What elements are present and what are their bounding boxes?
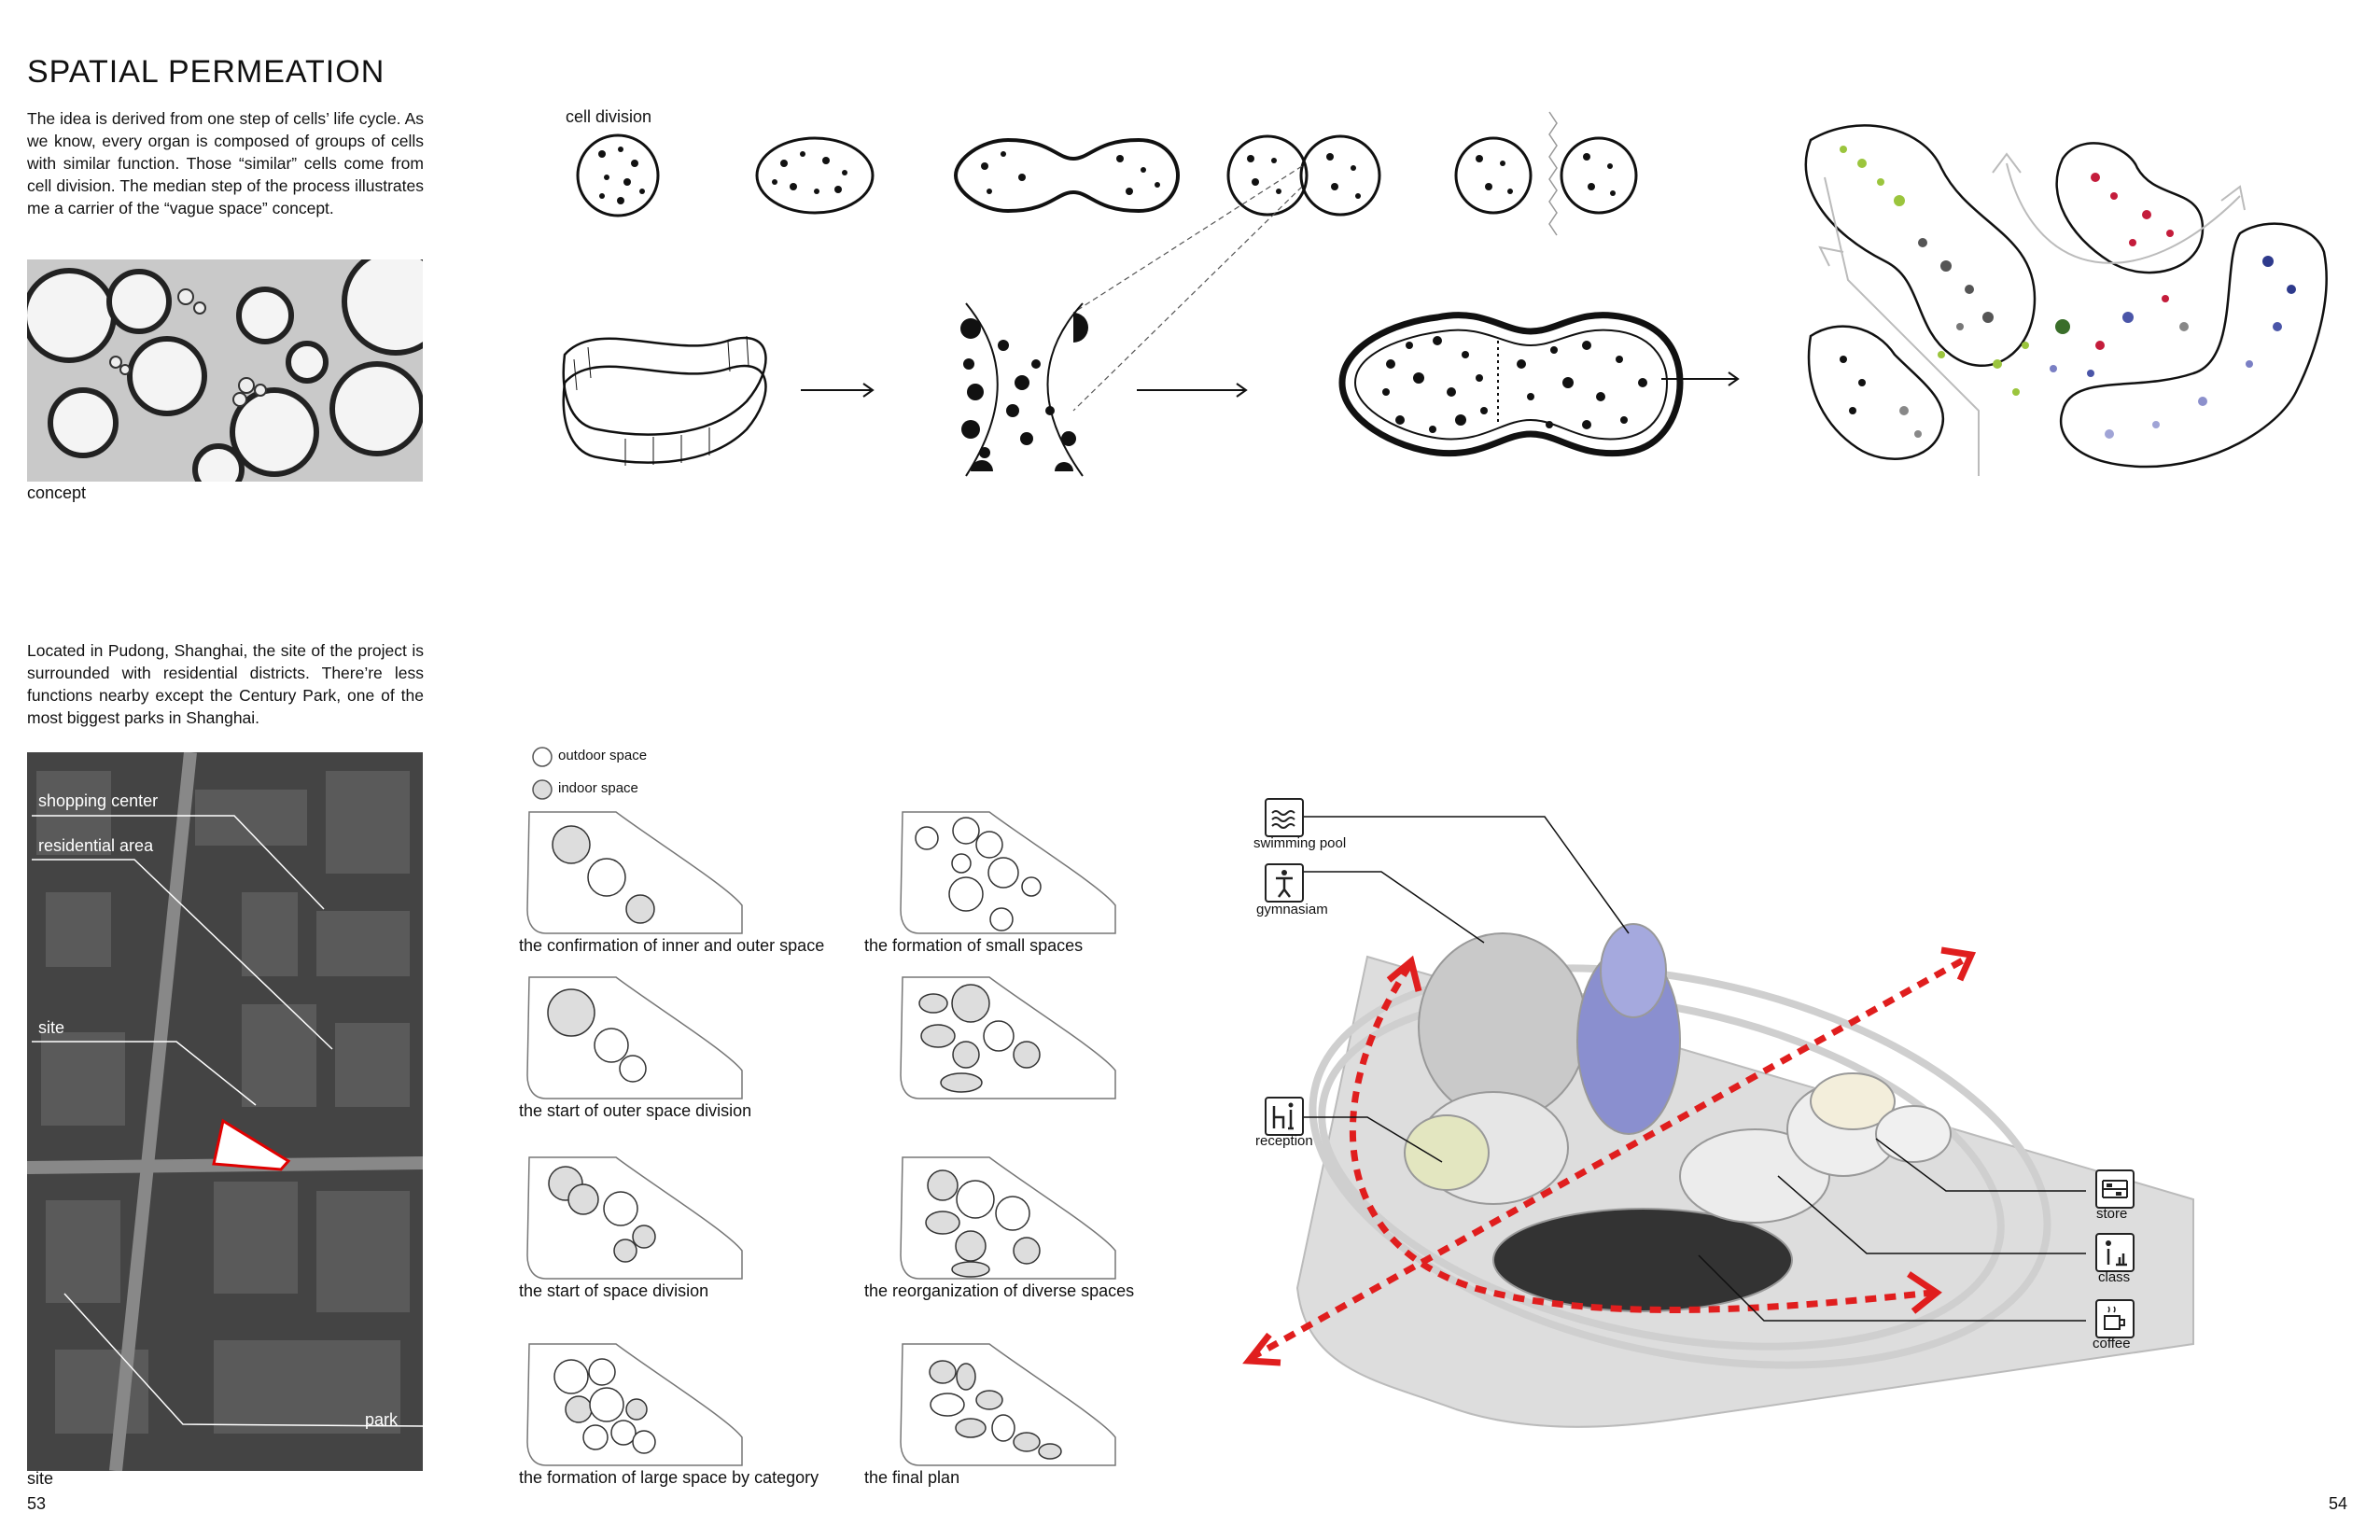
- label-class: class: [2098, 1269, 2131, 1285]
- page-number-right: 54: [2329, 1494, 2348, 1513]
- page-number-left: 53: [27, 1494, 47, 1513]
- step-caption-5: the reorganization of diverse spaces: [864, 1281, 1135, 1300]
- label-reception: reception: [1255, 1133, 1313, 1149]
- intro-paragraph: The idea is derived from one step of cel…: [27, 109, 424, 217]
- concept-micrograph: [27, 259, 423, 482]
- map-label-residential: residential area: [38, 836, 154, 855]
- page-title: SPATIAL PERMEATION: [27, 54, 385, 90]
- reception-icon: [1265, 1097, 1304, 1136]
- cell-division-label: cell division: [566, 107, 652, 126]
- concept-photo: [27, 259, 423, 482]
- legend-outdoor: outdoor space: [558, 748, 648, 763]
- site-paragraph: Located in Pudong, Shanghai, the site of…: [27, 641, 424, 727]
- map-label-shopping: shopping center: [38, 791, 159, 810]
- label-coffee: coffee: [2093, 1336, 2131, 1351]
- coffee-icon: [2095, 1299, 2135, 1338]
- map-label-site: site: [38, 1018, 65, 1037]
- step-caption-3: the start of outer space division: [519, 1101, 752, 1120]
- label-gymnasium: gymnasiam: [1256, 902, 1328, 917]
- class-icon: [2095, 1233, 2135, 1272]
- step-caption-1: the confirmation of inner and outer spac…: [519, 936, 825, 955]
- step-caption-2: the formation of small spaces: [864, 936, 1084, 955]
- label-swimming-pool: swimming pool: [1253, 835, 1347, 851]
- site-map-drawing: [27, 752, 423, 1471]
- legend-indoor: indoor space: [558, 780, 638, 796]
- label-store: store: [2096, 1206, 2128, 1222]
- site-map: shopping center residential area site pa…: [27, 752, 423, 1471]
- swimming-pool-icon: [1265, 798, 1304, 837]
- store-icon: [2095, 1169, 2135, 1209]
- map-label-park: park: [365, 1410, 399, 1429]
- step-caption-7: the final plan: [864, 1468, 960, 1487]
- step-caption-6: the formation of large space by category: [519, 1468, 819, 1487]
- step-caption-4: the start of space division: [519, 1281, 709, 1300]
- gymnasium-icon: [1265, 863, 1304, 903]
- site-caption: site: [27, 1469, 54, 1488]
- concept-caption: concept: [27, 483, 87, 502]
